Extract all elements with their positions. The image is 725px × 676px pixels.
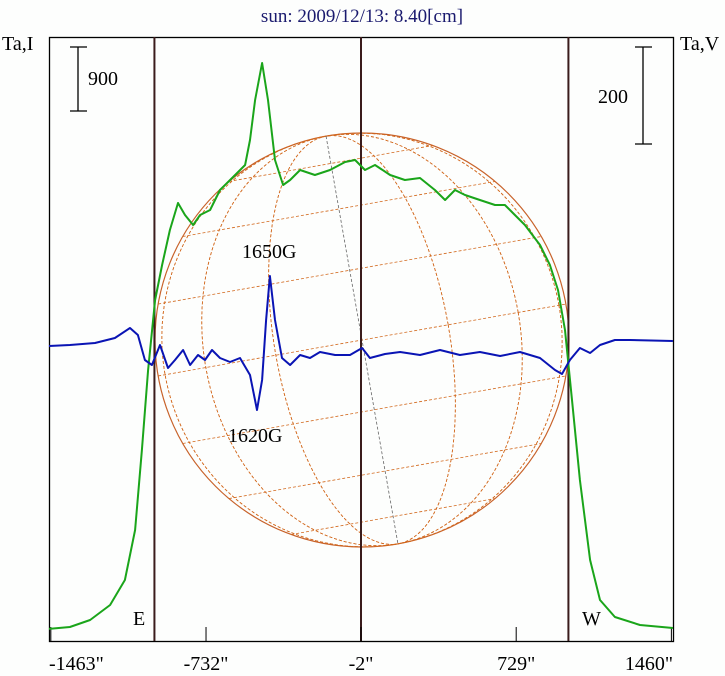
x-tick-label: 729" — [497, 653, 535, 675]
polarization-curve — [48, 275, 673, 411]
east-limb-label: E — [133, 608, 145, 630]
scale-bar-left: 900 — [70, 46, 118, 112]
scale-bar-right: 200 — [598, 46, 652, 145]
chart-title: sun: 2009/12/13: 8.40[cm] — [261, 6, 463, 27]
scale-bar-left-label: 900 — [88, 68, 118, 90]
x-tick-label: -2" — [349, 653, 374, 675]
annotation-1620g: 1620G — [228, 425, 282, 447]
x-tick-label: 1460" — [625, 653, 673, 675]
x-tick-label: -732" — [184, 653, 229, 675]
west-limb-label: W — [582, 608, 601, 630]
parallel-line — [291, 498, 496, 535]
intensity-curve — [48, 62, 673, 630]
y-label-left: Ta,I — [2, 33, 33, 55]
scale-bar-right-label: 200 — [598, 86, 628, 108]
y-label-right: Ta,V — [680, 33, 720, 55]
parallel-line — [228, 443, 542, 499]
parallel-line — [228, 145, 433, 182]
annotation-1650g: 1650G — [242, 241, 296, 263]
x-tick-label: -1463" — [49, 653, 104, 675]
parallel-line — [182, 181, 496, 237]
